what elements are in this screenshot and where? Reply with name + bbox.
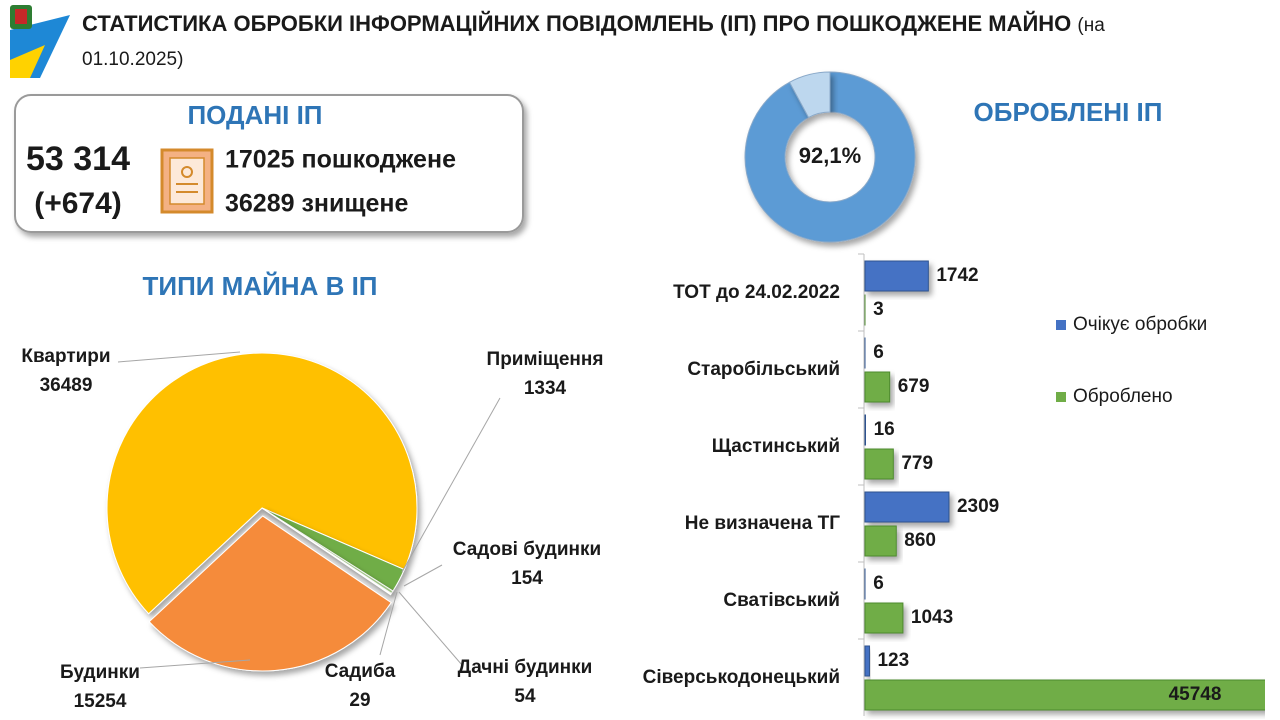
value-label: 6 — [873, 573, 884, 594]
pie-value-label: 36489 — [40, 375, 93, 396]
bar — [864, 602, 904, 634]
leader-line — [398, 591, 463, 666]
pie-value-label: 154 — [511, 568, 543, 589]
summary-box — [14, 94, 524, 233]
bars — [864, 260, 1265, 711]
bar — [864, 448, 894, 480]
summary-total: 53 314 — [26, 140, 130, 178]
value-label: 2309 — [957, 496, 999, 517]
value-label: 45748 — [1169, 684, 1222, 705]
bar — [864, 645, 870, 677]
value-label: 16 — [874, 419, 895, 440]
bar — [864, 491, 950, 523]
value-label: 1043 — [911, 607, 953, 628]
legend-label: Очікує обробки — [1073, 314, 1207, 335]
value-label: 123 — [877, 650, 909, 671]
pie-slice — [106, 352, 418, 615]
category-label: Сватівський — [723, 590, 840, 611]
leader-line — [401, 397, 501, 573]
pie-value-label: 15254 — [74, 691, 127, 712]
pie-category-label: Садові будинки — [453, 539, 601, 560]
value-label: 3 — [873, 299, 884, 320]
leader-line — [117, 351, 241, 363]
logo — [10, 5, 70, 78]
category-label: Щастинський — [712, 436, 840, 457]
title-date: (на 01.10.2025) — [82, 15, 1105, 70]
chart-title: ТИПИ МАЙНА В ІП — [143, 271, 378, 301]
pie-category-label: Будинки — [60, 662, 140, 683]
value-label: 679 — [898, 376, 930, 397]
pie-slice — [148, 515, 392, 672]
bar — [864, 260, 929, 292]
pie-category-label: Садиба — [325, 661, 396, 682]
chart-title: ОБРОБЛЕНІ ІП — [974, 97, 1163, 127]
bar — [864, 371, 891, 403]
summary-change: (+674) — [34, 187, 122, 220]
pie-slice — [261, 507, 392, 596]
leader-line — [139, 659, 251, 669]
leader-line — [379, 591, 398, 656]
category-label: ТОТ до 24.02.2022 — [673, 282, 840, 303]
summary-item: 36289 знищене — [225, 190, 408, 218]
bar — [864, 679, 1265, 711]
pie-category-label: Приміщення — [487, 349, 604, 370]
value-label: 860 — [904, 530, 936, 551]
legend-label: Оброблено — [1073, 386, 1173, 407]
category-label: Не визначена ТГ — [685, 513, 840, 534]
pie-value-label: 54 — [514, 686, 536, 707]
donut-slice — [744, 71, 916, 243]
summary-item: 17025 пошкоджене — [225, 146, 456, 174]
bar — [864, 525, 897, 557]
donut-slice — [788, 71, 831, 119]
pie-value-label: 1334 — [524, 378, 567, 399]
category-label: Старобільський — [687, 359, 840, 380]
value-label: 779 — [901, 453, 933, 474]
leader-line — [403, 564, 443, 587]
title-text: СТАТИСТИКА ОБРОБКИ ІНФОРМАЦІЙНИХ ПОВІДОМ… — [82, 11, 1072, 36]
bar — [864, 414, 867, 446]
document-icon — [160, 148, 214, 214]
value-label: 6 — [873, 342, 884, 363]
legend-swatch — [1056, 320, 1066, 330]
pie-category-label: Квартири — [21, 346, 110, 367]
donut-center-label: 92,1% — [799, 143, 861, 168]
legend-swatch — [1056, 392, 1066, 402]
pie-category-label: Дачні будинки — [458, 657, 593, 678]
value-label: 1742 — [936, 265, 978, 286]
pie-value-label: 29 — [349, 690, 370, 711]
category-label: Сіверськодонецький — [643, 667, 840, 688]
page-title: СТАТИСТИКА ОБРОБКИ ІНФОРМАЦІЙНИХ ПОВІДОМ… — [82, 8, 1162, 76]
summary-title: ПОДАНІ ІП — [187, 100, 322, 130]
